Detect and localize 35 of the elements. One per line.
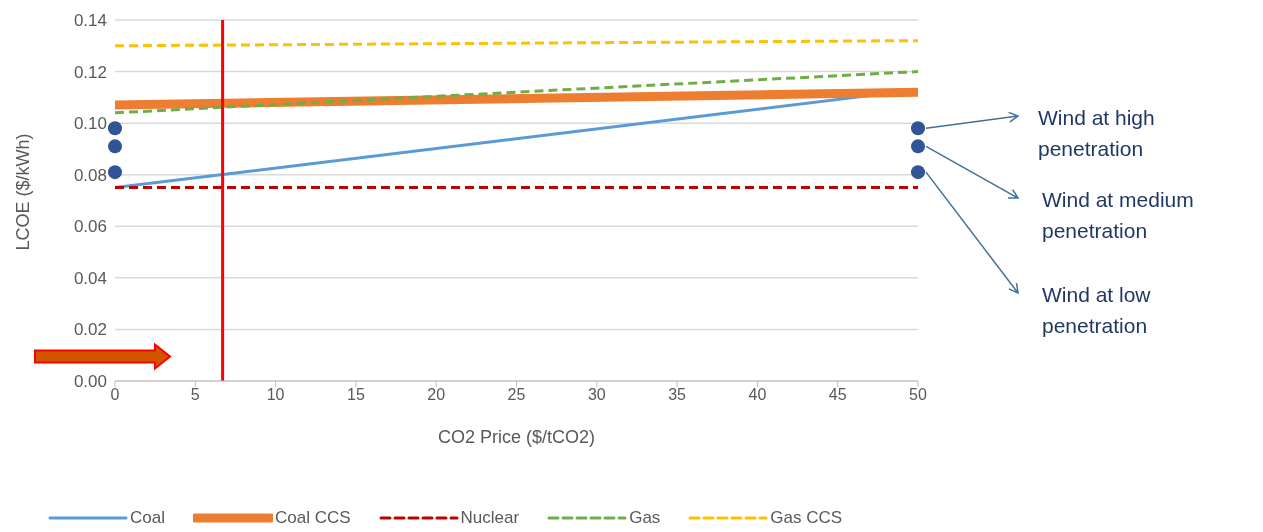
y-axis-title: LCOE ($/kWh) — [13, 133, 34, 251]
y-tick-label: 0.08 — [73, 165, 107, 185]
x-tick-label: 45 — [828, 386, 847, 404]
x-tick-label: 20 — [427, 386, 446, 404]
x-tick-label: 15 — [347, 386, 365, 404]
legend-label: Gas — [629, 508, 661, 528]
text: Wind at high penetration — [1038, 105, 1156, 162]
y-tick-label: 0.10 — [73, 114, 107, 134]
x-tick-label: 40 — [748, 386, 767, 404]
legend-label: Coal CCS — [274, 508, 351, 528]
point — [108, 139, 122, 154]
legend-label: Coal — [130, 508, 165, 528]
legend-label: Nuclear — [460, 508, 520, 528]
y-tick-label: 0.00 — [73, 372, 107, 392]
y-tick-label: 0.12 — [73, 62, 107, 82]
x-tick-label: 0 — [110, 386, 120, 404]
point — [911, 139, 925, 154]
x-axis-title: CO2 Price ($/tCO2) — [437, 427, 596, 447]
x-tick-label: 25 — [507, 386, 526, 404]
y-tick-label: 0.02 — [73, 320, 107, 340]
y-tick-label: 0.14 — [73, 11, 107, 31]
point — [108, 165, 122, 180]
x-tick-label: 30 — [587, 386, 606, 404]
point — [911, 121, 925, 136]
x-tick-label: 35 — [668, 386, 687, 404]
point — [911, 165, 925, 180]
legend-label: Gas CCS — [770, 508, 843, 528]
text: Wind at low penetration — [1042, 282, 1152, 339]
point — [108, 121, 122, 136]
x-tick-label: 50 — [909, 386, 927, 404]
text: Wind at medium penetration — [1042, 187, 1195, 244]
x-tick-label: 5 — [190, 386, 200, 404]
y-tick-label: 0.04 — [73, 268, 107, 288]
x-tick-label: 10 — [266, 386, 285, 404]
y-tick-label: 0.06 — [73, 217, 107, 237]
